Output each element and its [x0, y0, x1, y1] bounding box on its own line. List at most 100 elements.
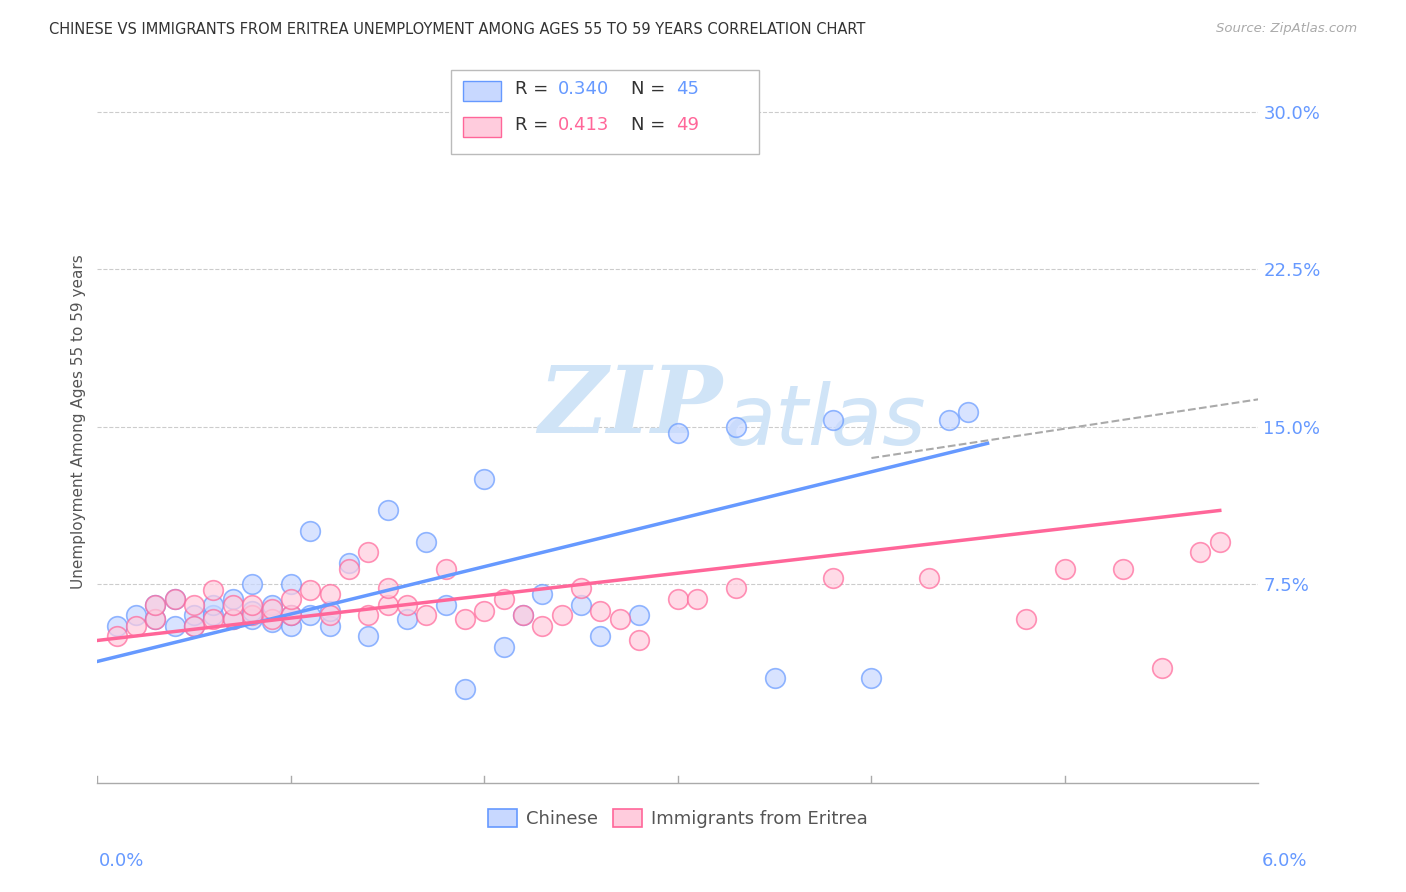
Point	[454, 612, 477, 626]
Point	[222, 591, 245, 606]
Point	[415, 535, 437, 549]
FancyBboxPatch shape	[463, 80, 502, 101]
Point	[183, 608, 205, 623]
Point	[918, 570, 941, 584]
Point	[357, 629, 380, 643]
Point	[202, 612, 225, 626]
Point	[145, 612, 167, 626]
Point	[280, 608, 302, 623]
Point	[512, 608, 534, 623]
Point	[357, 608, 380, 623]
Point	[105, 619, 128, 633]
Point	[551, 608, 574, 623]
Point	[1015, 612, 1038, 626]
Point	[395, 612, 418, 626]
Point	[531, 619, 554, 633]
Point	[724, 419, 747, 434]
Point	[454, 681, 477, 696]
Point	[240, 598, 263, 612]
Text: ZIP: ZIP	[538, 362, 723, 452]
Point	[434, 598, 457, 612]
Point	[125, 608, 148, 623]
Point	[512, 608, 534, 623]
Point	[1112, 562, 1135, 576]
Point	[938, 413, 960, 427]
Text: 6.0%: 6.0%	[1263, 852, 1308, 870]
Point	[202, 608, 225, 623]
Point	[357, 545, 380, 559]
Point	[860, 671, 883, 685]
Point	[183, 619, 205, 633]
Text: R =: R =	[516, 116, 554, 134]
Text: 0.0%: 0.0%	[98, 852, 143, 870]
Point	[202, 598, 225, 612]
Point	[163, 591, 186, 606]
Point	[337, 562, 360, 576]
Point	[260, 612, 283, 626]
Point	[474, 472, 496, 486]
Point	[628, 633, 651, 648]
Point	[280, 591, 302, 606]
Text: 0.340: 0.340	[558, 79, 610, 97]
Point	[724, 581, 747, 595]
Point	[1053, 562, 1076, 576]
Point	[183, 619, 205, 633]
Point	[628, 608, 651, 623]
Point	[202, 583, 225, 598]
Point	[240, 577, 263, 591]
Point	[145, 612, 167, 626]
Point	[105, 629, 128, 643]
Text: N =: N =	[631, 116, 672, 134]
Point	[240, 604, 263, 618]
Point	[666, 591, 689, 606]
Point	[337, 556, 360, 570]
Point	[125, 619, 148, 633]
Point	[609, 612, 631, 626]
Point	[474, 604, 496, 618]
Point	[240, 608, 263, 623]
Point	[280, 619, 302, 633]
Text: Source: ZipAtlas.com: Source: ZipAtlas.com	[1216, 22, 1357, 36]
Point	[260, 615, 283, 629]
Point	[1150, 661, 1173, 675]
Legend: Chinese, Immigrants from Eritrea: Chinese, Immigrants from Eritrea	[481, 802, 875, 836]
Point	[377, 581, 399, 595]
Text: R =: R =	[516, 79, 554, 97]
Point	[569, 598, 592, 612]
Point	[240, 612, 263, 626]
Point	[589, 604, 612, 618]
Point	[492, 640, 515, 654]
Point	[299, 583, 322, 598]
Text: 49: 49	[676, 116, 699, 134]
Point	[531, 587, 554, 601]
FancyBboxPatch shape	[463, 117, 502, 137]
Point	[821, 413, 844, 427]
Y-axis label: Unemployment Among Ages 55 to 59 years: Unemployment Among Ages 55 to 59 years	[72, 254, 86, 589]
Point	[1189, 545, 1212, 559]
FancyBboxPatch shape	[451, 70, 759, 153]
Point	[415, 608, 437, 623]
Point	[222, 612, 245, 626]
Point	[318, 608, 340, 623]
Point	[260, 598, 283, 612]
Text: CHINESE VS IMMIGRANTS FROM ERITREA UNEMPLOYMENT AMONG AGES 55 TO 59 YEARS CORREL: CHINESE VS IMMIGRANTS FROM ERITREA UNEMP…	[49, 22, 866, 37]
Point	[299, 524, 322, 539]
Point	[145, 598, 167, 612]
Point	[377, 598, 399, 612]
Point	[260, 602, 283, 616]
Point	[145, 598, 167, 612]
Point	[318, 587, 340, 601]
Point	[280, 577, 302, 591]
Point	[163, 591, 186, 606]
Text: 45: 45	[676, 79, 699, 97]
Point	[492, 591, 515, 606]
Point	[280, 608, 302, 623]
Point	[318, 604, 340, 618]
Point	[1209, 535, 1232, 549]
Point	[569, 581, 592, 595]
Point	[377, 503, 399, 517]
Text: atlas: atlas	[724, 381, 927, 462]
Point	[183, 598, 205, 612]
Point	[589, 629, 612, 643]
Point	[434, 562, 457, 576]
